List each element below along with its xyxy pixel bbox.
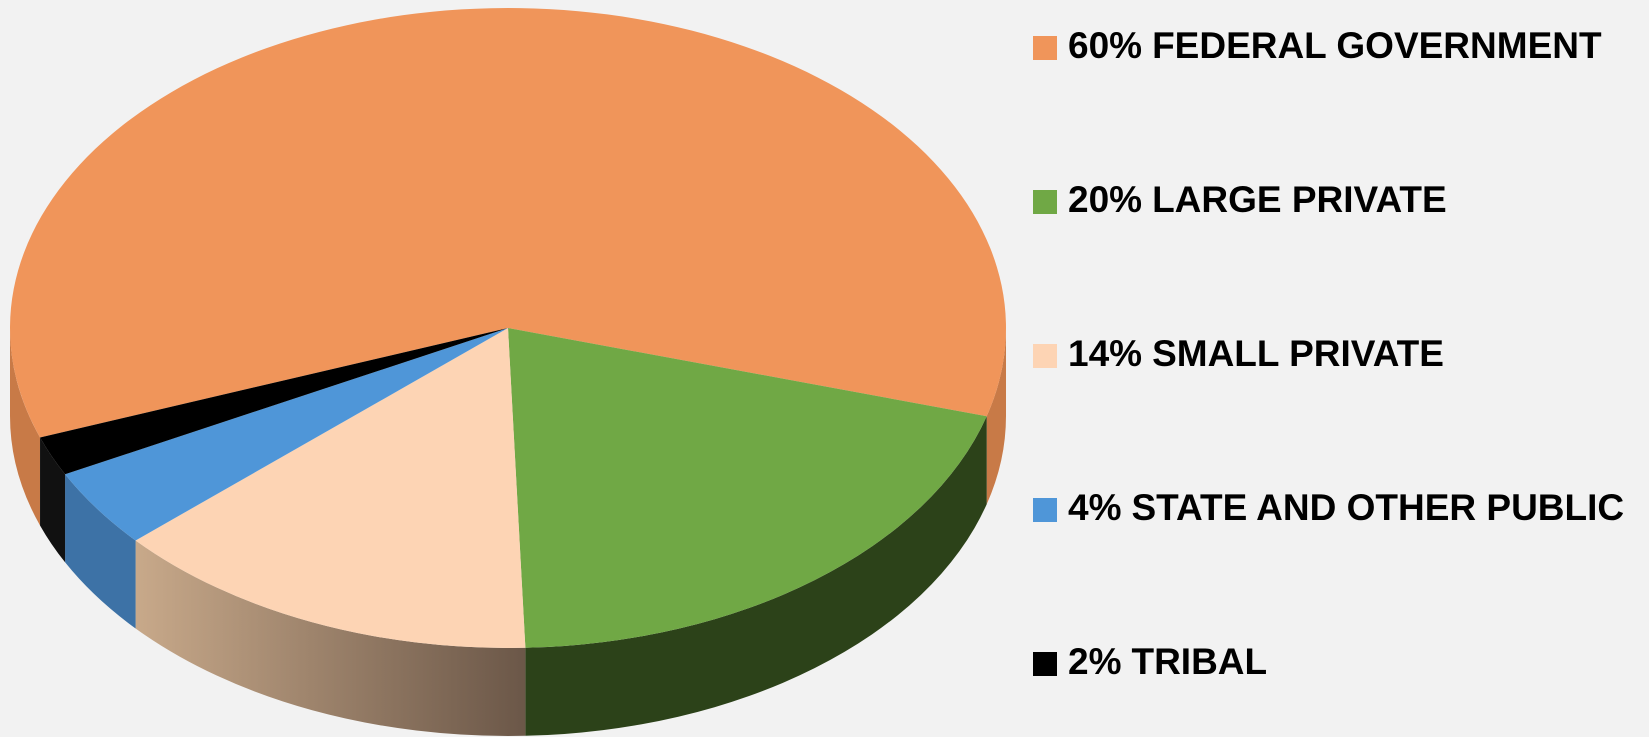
legend-value: 2%	[1068, 641, 1121, 682]
slice-side	[986, 328, 1006, 505]
legend-name: SMALL PRIVATE	[1152, 333, 1444, 374]
legend-value: 4%	[1068, 487, 1121, 528]
legend-label: 2% TRIBAL	[1068, 641, 1267, 682]
legend-label: 20% LARGE PRIVATE	[1068, 179, 1447, 220]
legend-swatch	[1033, 652, 1057, 676]
slice	[40, 328, 508, 475]
legend-swatch	[1033, 36, 1057, 60]
slice-side	[65, 474, 136, 629]
legend-name: FEDERAL GOVERNMENT	[1152, 25, 1602, 66]
slice-side	[40, 437, 66, 563]
slice-side	[135, 540, 526, 736]
slice-side	[10, 328, 41, 526]
legend-value: 20%	[1068, 179, 1142, 220]
legend-label: 60% FEDERAL GOVERNMENT	[1068, 25, 1602, 66]
slice	[65, 328, 508, 541]
legend-label: 14% SMALL PRIVATE	[1068, 333, 1444, 374]
legend-label: 4% STATE AND OTHER PUBLIC	[1068, 487, 1624, 528]
pie-tops	[9, 7, 1007, 648]
slice	[135, 328, 526, 648]
legend-swatch	[1033, 498, 1057, 522]
legend-value: 60%	[1068, 25, 1142, 66]
slice-side	[525, 416, 987, 736]
slice	[9, 7, 1007, 438]
legend-name: STATE AND OTHER PUBLIC	[1131, 487, 1624, 528]
slice	[508, 328, 987, 648]
legend-name: TRIBAL	[1131, 641, 1267, 682]
legend: 60% FEDERAL GOVERNMENT 20% LARGE PRIVATE 14%…	[1033, 25, 1624, 682]
legend-name: LARGE PRIVATE	[1152, 179, 1447, 220]
legend-value: 14%	[1068, 333, 1142, 374]
legend-swatch	[1033, 344, 1057, 368]
legend-swatch	[1033, 190, 1057, 214]
pie-sides	[10, 328, 1006, 736]
